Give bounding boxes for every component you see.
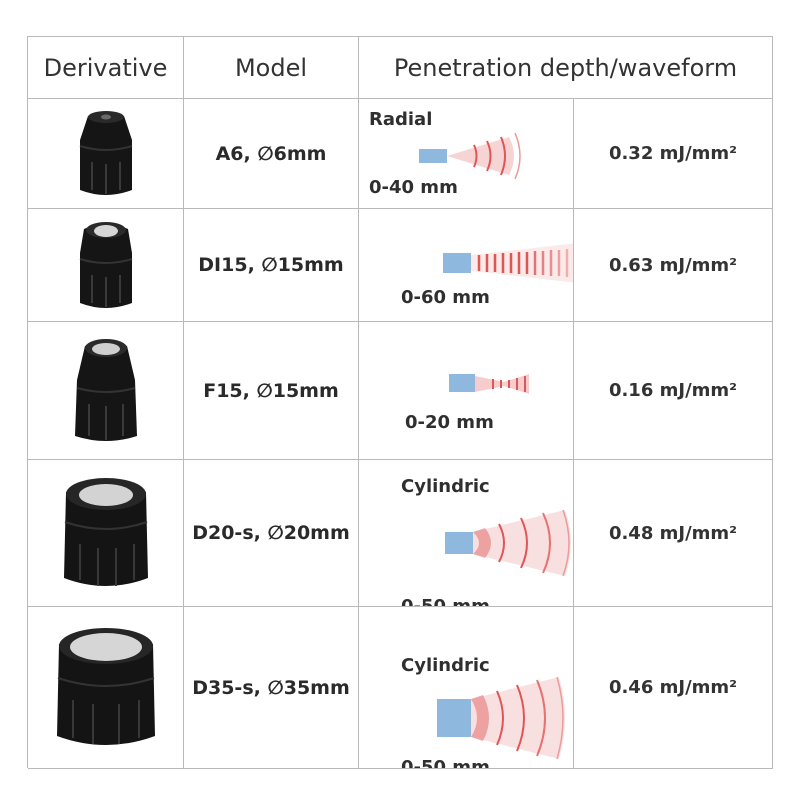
depth-label: 0-50 mm	[401, 757, 490, 769]
wave-type-label: Radial	[369, 109, 433, 130]
derivative-cell-3	[28, 322, 184, 460]
model-cell-4: D20-s, ∅20mm	[184, 460, 359, 607]
derivative-cell-2	[28, 209, 184, 322]
model-cell-1: A6, ∅6mm	[184, 99, 359, 209]
wave-type-label: Cylindric	[401, 655, 490, 676]
energy-cell-3: 0.16 mJ/mm²	[574, 322, 773, 460]
model-cell-3: F15, ∅15mm	[184, 322, 359, 460]
header-derivative: Derivative	[28, 37, 184, 99]
applicator-35mm-icon	[56, 627, 155, 745]
energy-cell-2: 0.63 mJ/mm²	[574, 209, 773, 322]
waveform-cell-2: 0-60 mm	[359, 209, 574, 322]
depth-label: 0-40 mm	[369, 177, 458, 198]
energy-cell-4: 0.48 mJ/mm²	[574, 460, 773, 607]
focused-wave-icon	[449, 374, 529, 394]
header-model: Model	[184, 37, 359, 99]
radial-wave-icon	[419, 132, 521, 180]
energy-cell-5: 0.46 mJ/mm²	[574, 607, 773, 769]
waveform-cell-4: Cylindric 0-50 mm	[359, 460, 574, 607]
planar-wave-icon	[443, 243, 573, 283]
waveform-cell-3: 0-20 mm	[359, 322, 574, 460]
waveform-cell-5: Cylindric 0-50 mm	[359, 607, 574, 769]
model-cell-2: DI15, ∅15mm	[184, 209, 359, 322]
cylindric-wave-icon	[445, 509, 571, 577]
applicator-20mm-icon	[63, 478, 148, 586]
applicator-table: Derivative Model Penetration depth/wavef…	[27, 36, 773, 769]
header-penetration: Penetration depth/waveform	[359, 37, 773, 99]
applicator-focused-15mm-icon	[74, 338, 137, 441]
depth-label: 0-60 mm	[401, 287, 490, 308]
depth-label: 0-50 mm	[401, 596, 490, 607]
model-cell-5: D35-s, ∅35mm	[184, 607, 359, 769]
waveform-cell-1: Radial 0-40 mm	[359, 99, 574, 209]
cylindric-wave-icon	[437, 676, 565, 760]
small-applicator-with-hole-icon	[79, 110, 132, 195]
depth-label: 0-20 mm	[405, 412, 494, 433]
derivative-cell-1	[28, 99, 184, 209]
applicator-15mm-icon	[79, 222, 132, 308]
derivative-cell-5	[28, 607, 184, 769]
wave-type-label: Cylindric	[401, 476, 490, 497]
energy-cell-1: 0.32 mJ/mm²	[574, 99, 773, 209]
derivative-cell-4	[28, 460, 184, 607]
